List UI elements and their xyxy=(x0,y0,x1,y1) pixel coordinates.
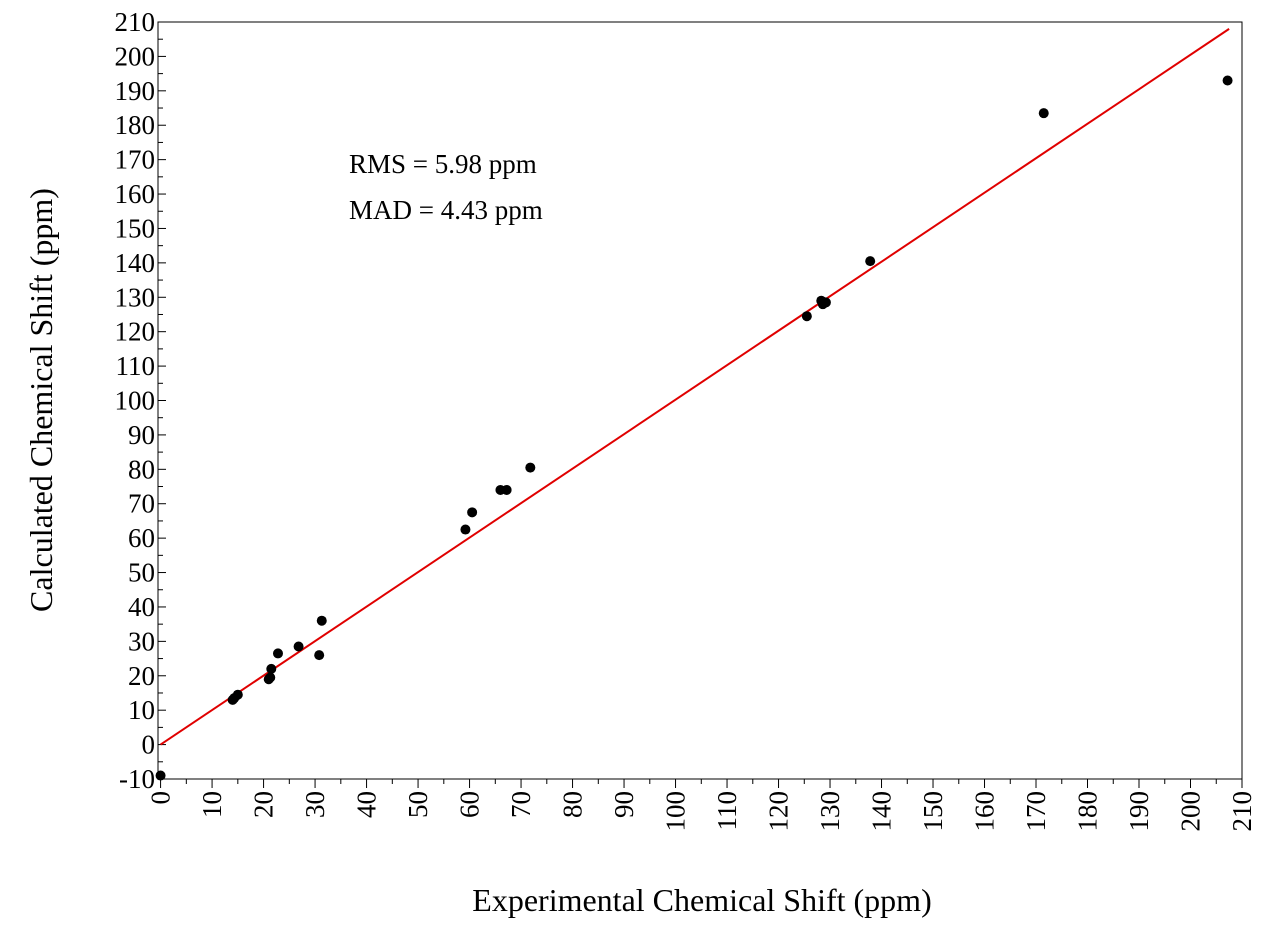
x-tick-label: 110 xyxy=(712,791,742,831)
x-tick-label: 140 xyxy=(867,791,897,832)
y-tick-label: 150 xyxy=(115,213,156,243)
data-point xyxy=(314,650,325,661)
data-point xyxy=(1222,75,1233,86)
data-point xyxy=(232,689,243,700)
x-tick-label: 160 xyxy=(970,791,1000,832)
x-tick-label: 60 xyxy=(455,791,485,818)
data-point xyxy=(155,770,166,781)
y-tick-label: 30 xyxy=(128,626,155,656)
x-tick-label: 150 xyxy=(918,791,948,832)
y-tick-label: 170 xyxy=(115,145,156,175)
data-point xyxy=(460,524,471,535)
x-tick-label: 50 xyxy=(403,791,433,818)
y-tick-label: 190 xyxy=(115,76,156,106)
data-point xyxy=(316,615,327,626)
fit-line-group xyxy=(160,28,1230,746)
x-tick-label: 100 xyxy=(661,791,691,832)
y-tick-label: 50 xyxy=(128,558,155,588)
mad-annotation: MAD = 4.43 ppm xyxy=(349,195,543,225)
data-points xyxy=(155,75,1233,781)
y-axis-tick-labels: -10 0 10 20 30 40 50 60 70 80 90 100 110 120 130 140 150… xyxy=(115,7,156,794)
y-tick-label: 40 xyxy=(128,592,155,622)
y-tick-label: 60 xyxy=(128,523,155,553)
y-tick-label: 140 xyxy=(115,248,156,278)
data-point xyxy=(820,297,831,308)
data-point xyxy=(266,663,277,674)
data-point xyxy=(265,672,276,683)
x-axis-ticks xyxy=(160,779,1243,788)
data-point xyxy=(293,641,304,652)
data-point xyxy=(1038,108,1049,119)
data-point xyxy=(501,484,512,495)
x-tick-label: 10 xyxy=(197,791,227,818)
x-tick-label: 20 xyxy=(249,791,279,818)
x-tick-label: 200 xyxy=(1176,791,1206,832)
x-tick-label: 170 xyxy=(1021,791,1051,832)
y-tick-label: 90 xyxy=(128,420,155,450)
y-tick-label: 110 xyxy=(116,351,156,381)
data-point xyxy=(865,256,876,267)
x-axis-label: Experimental Chemical Shift (ppm) xyxy=(472,882,931,918)
y-tick-label: 180 xyxy=(115,110,156,140)
rms-annotation: RMS = 5.98 ppm xyxy=(349,149,537,179)
y-tick-label: 70 xyxy=(128,489,155,519)
x-tick-label: 90 xyxy=(609,791,639,818)
x-tick-label: 0 xyxy=(146,791,176,805)
y-tick-label: 10 xyxy=(128,695,155,725)
x-tick-label: 30 xyxy=(300,791,330,818)
y-tick-label: 100 xyxy=(115,386,156,416)
data-point xyxy=(525,462,536,473)
x-tick-label: 130 xyxy=(815,791,845,832)
y-axis-label: Calculated Chemical Shift (ppm) xyxy=(23,188,59,612)
plot-frame xyxy=(157,21,1243,780)
x-tick-label: 210 xyxy=(1227,791,1257,832)
y-tick-label: 200 xyxy=(115,41,156,71)
fit-line xyxy=(160,28,1230,746)
data-point xyxy=(801,311,812,322)
y-tick-label: -10 xyxy=(119,764,155,794)
data-point xyxy=(272,648,283,659)
y-axis-ticks xyxy=(158,21,166,780)
x-tick-label: 40 xyxy=(352,791,382,818)
y-tick-label: 160 xyxy=(115,179,156,209)
y-tick-label: 80 xyxy=(128,454,155,484)
x-tick-label: 70 xyxy=(506,791,536,818)
y-tick-label: 120 xyxy=(115,317,156,347)
x-tick-label: 190 xyxy=(1124,791,1154,832)
y-tick-label: 0 xyxy=(142,730,156,760)
x-tick-label: 80 xyxy=(558,791,588,818)
x-tick-label: 120 xyxy=(764,791,794,832)
y-tick-label: 130 xyxy=(115,282,156,312)
x-axis-tick-labels: 0 10 20 30 40 50 60 70 80 90 100 110 120 130 140 150 160… xyxy=(146,791,1257,832)
data-point xyxy=(467,507,478,518)
x-tick-label: 180 xyxy=(1073,791,1103,832)
y-tick-label: 210 xyxy=(115,7,156,37)
y-tick-label: 20 xyxy=(128,661,155,691)
